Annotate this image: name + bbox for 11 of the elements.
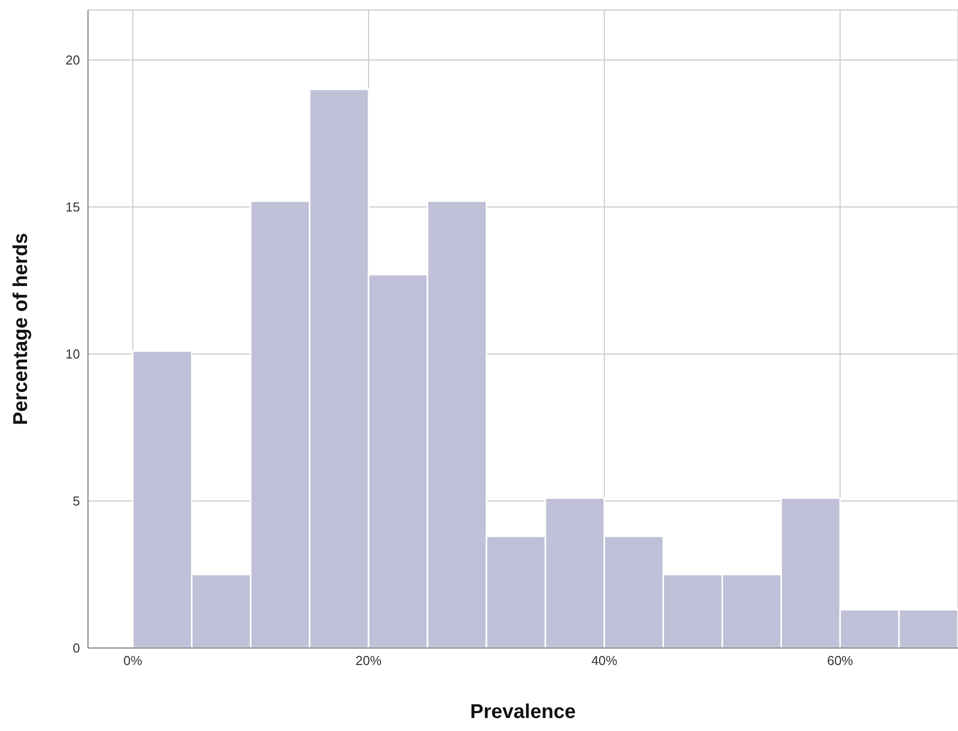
y-tick-label: 15 <box>66 200 80 215</box>
y-tick-label: 5 <box>72 494 80 509</box>
x-tick-label: 60% <box>827 653 854 668</box>
y-axis-title: Percentage of herds <box>10 232 32 426</box>
y-tick-label: 10 <box>66 346 80 362</box>
y-tick-label: 20 <box>66 52 80 68</box>
x-tick-label: 40% <box>591 653 618 668</box>
x-tick-label: 0% <box>123 653 143 668</box>
x-axis-title: Prevalence <box>470 701 576 723</box>
x-tick-label: 20% <box>356 653 382 668</box>
y-tick-label: 0 <box>72 640 80 656</box>
